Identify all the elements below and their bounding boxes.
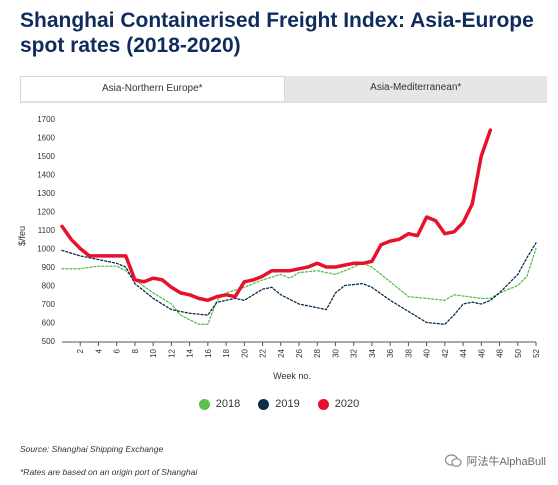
- x-tick-label: 18: [222, 348, 231, 357]
- wechat-icon: [444, 454, 462, 467]
- x-tick-label: 28: [313, 348, 322, 357]
- route-tabs: Asia-Northern Europe* Asia-Mediterranean…: [20, 76, 547, 103]
- watermark-text: 阿法牛AlphaBull: [466, 456, 546, 468]
- x-tick-label: 12: [167, 348, 176, 357]
- y-tick-label: 900: [42, 263, 56, 272]
- x-tick-label: 50: [514, 348, 523, 357]
- legend-item-2018[interactable]: 2018: [198, 398, 241, 410]
- legend-item-2019[interactable]: 2019: [258, 398, 300, 410]
- tab-asia-northern-europe[interactable]: Asia-Northern Europe*: [20, 76, 285, 101]
- x-tick-label: 2: [76, 348, 85, 353]
- page-title: Shanghai Containerised Freight Index: As…: [20, 9, 534, 57]
- x-tick-label: 42: [441, 348, 450, 357]
- legend-label-2018: 2018: [215, 398, 241, 410]
- x-tick-label: 6: [113, 348, 122, 353]
- y-tick-label: 1700: [37, 115, 55, 124]
- x-tick-label: 8: [131, 348, 140, 353]
- legend-item-2020[interactable]: 2020: [317, 398, 360, 410]
- y-axis-label: $/feu: [17, 226, 27, 246]
- freight-line-chart: 500 600 700 800 900 1000 1100 1200 1300 1400 1500 1…: [17, 115, 541, 381]
- x-tick-label: 20: [240, 348, 249, 357]
- y-tick-label: 1600: [37, 134, 55, 143]
- x-tick-label: 16: [204, 348, 213, 357]
- series-line-2020: [60, 128, 493, 303]
- footnote: *Rates are based on an origin port of Sh…: [20, 467, 198, 477]
- series-line-2019: [61, 242, 537, 325]
- x-tick-label: 40: [423, 348, 432, 357]
- x-tick-label: 30: [331, 348, 340, 357]
- x-tick-label: 24: [277, 348, 286, 357]
- series-line-2018: [61, 247, 537, 325]
- x-tick-label: 10: [149, 348, 158, 357]
- y-tick-label: 800: [42, 282, 56, 291]
- x-tick-label: 34: [368, 348, 377, 357]
- x-tick-label: 26: [295, 348, 304, 357]
- y-axis: 500 600 700 800 900 1000 1100 1200 1300 1400 1500 1…: [37, 115, 55, 346]
- y-tick-label: 1500: [37, 152, 55, 161]
- legend-dot-2019: [258, 398, 270, 410]
- x-tick-label: 36: [386, 348, 395, 357]
- x-tick-label: 22: [259, 348, 268, 357]
- y-tick-label: 700: [42, 300, 56, 309]
- legend-label-2019: 2019: [275, 398, 300, 410]
- x-axis: 2 4 6 8 10 12 14 16 18 20 22 24 26 28 30 32 34 36 38 40 42 44…: [62, 341, 541, 358]
- x-axis-label: Week no.: [273, 371, 311, 381]
- x-tick-label: 32: [350, 348, 359, 357]
- x-tick-label: 52: [532, 348, 541, 357]
- tab-asia-mediterranean[interactable]: Asia-Mediterranean*: [284, 76, 547, 101]
- watermark: 阿法牛AlphaBull: [444, 453, 546, 469]
- x-tick-label: 48: [496, 348, 505, 357]
- source-note: Source: Shanghai Shipping Exchange: [20, 444, 164, 454]
- chart-series: [60, 128, 537, 325]
- y-tick-label: 500: [42, 337, 56, 346]
- x-tick-label: 4: [94, 348, 103, 353]
- x-tick-label: 14: [186, 348, 195, 357]
- legend-dot-2018: [198, 398, 210, 410]
- y-tick-label: 1300: [37, 189, 55, 198]
- x-tick-label: 38: [404, 348, 413, 357]
- y-tick-label: 1100: [38, 226, 56, 235]
- y-tick-label: 600: [42, 319, 56, 328]
- x-tick-label: 46: [477, 348, 486, 357]
- x-tick-label: 44: [459, 348, 468, 357]
- y-tick-label: 1400: [37, 171, 55, 180]
- legend-dot-2020: [317, 398, 329, 410]
- legend-label-2020: 2020: [334, 398, 360, 410]
- y-tick-label: 1000: [37, 245, 55, 254]
- y-tick-label: 1200: [37, 208, 55, 217]
- chart-legend: 2018 2019 2020: [0, 398, 558, 410]
